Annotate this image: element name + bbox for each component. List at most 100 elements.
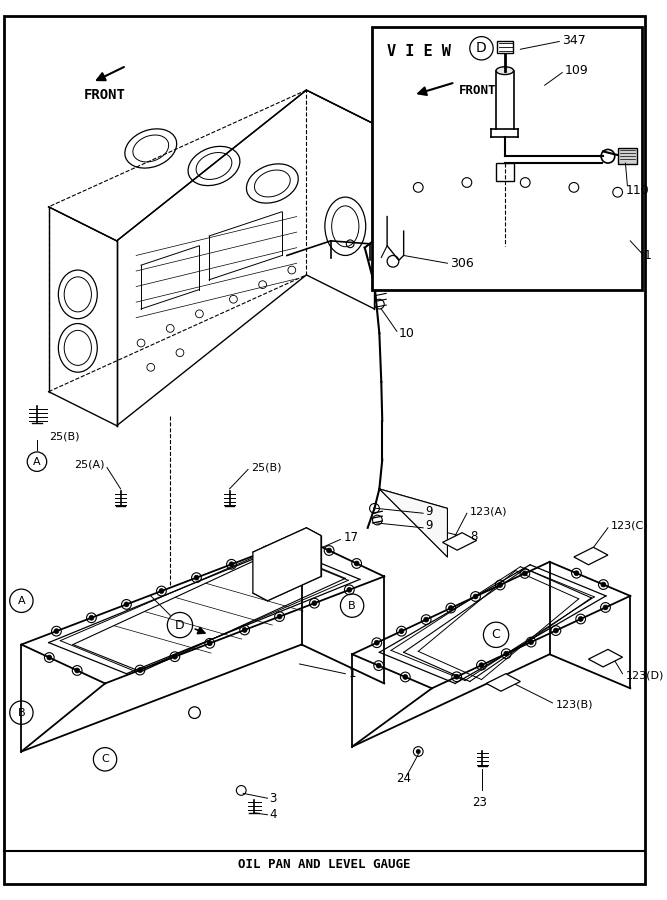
- Circle shape: [135, 665, 145, 675]
- Text: 109: 109: [565, 64, 589, 77]
- Circle shape: [576, 614, 586, 624]
- Text: 25(B): 25(B): [49, 431, 79, 441]
- Circle shape: [578, 616, 583, 621]
- Circle shape: [261, 546, 271, 556]
- Text: 17: 17: [344, 531, 358, 544]
- Text: A: A: [17, 596, 25, 606]
- Text: 123(A): 123(A): [470, 507, 508, 517]
- Circle shape: [424, 617, 429, 622]
- Circle shape: [205, 638, 215, 648]
- Bar: [496, 163, 514, 181]
- Text: B: B: [17, 707, 25, 717]
- Text: C: C: [492, 628, 500, 642]
- Circle shape: [572, 568, 582, 578]
- Circle shape: [277, 614, 282, 619]
- Circle shape: [529, 640, 534, 644]
- Circle shape: [191, 572, 201, 582]
- Circle shape: [121, 599, 131, 609]
- Circle shape: [601, 582, 606, 587]
- Circle shape: [454, 674, 459, 680]
- Circle shape: [264, 548, 269, 554]
- Text: D: D: [175, 618, 185, 632]
- Text: B: B: [348, 600, 356, 610]
- Circle shape: [242, 627, 247, 633]
- Circle shape: [54, 629, 59, 634]
- Polygon shape: [486, 674, 520, 691]
- Bar: [618, 148, 637, 164]
- Circle shape: [347, 588, 352, 592]
- Circle shape: [194, 575, 199, 580]
- Text: FRONT: FRONT: [84, 88, 126, 102]
- Text: 1: 1: [348, 667, 356, 680]
- Text: 25(B): 25(B): [251, 463, 281, 473]
- Circle shape: [157, 586, 166, 596]
- Polygon shape: [380, 489, 448, 557]
- Circle shape: [446, 603, 456, 613]
- Circle shape: [51, 626, 61, 636]
- Circle shape: [526, 637, 536, 647]
- Circle shape: [352, 559, 362, 568]
- Polygon shape: [588, 650, 622, 667]
- Circle shape: [471, 591, 480, 601]
- Circle shape: [172, 654, 177, 659]
- Text: 24: 24: [396, 772, 411, 786]
- Text: 123(B): 123(B): [556, 700, 593, 710]
- Circle shape: [452, 672, 462, 681]
- Circle shape: [354, 561, 359, 566]
- Circle shape: [422, 615, 431, 625]
- Text: C: C: [101, 754, 109, 764]
- Circle shape: [275, 612, 284, 621]
- Circle shape: [87, 613, 96, 623]
- Text: 347: 347: [562, 34, 586, 47]
- Text: 9: 9: [425, 519, 433, 533]
- Circle shape: [229, 562, 234, 567]
- Circle shape: [344, 585, 354, 595]
- Circle shape: [397, 626, 406, 636]
- Text: 2: 2: [441, 38, 448, 51]
- Circle shape: [374, 661, 384, 670]
- Text: 8: 8: [470, 530, 477, 543]
- Circle shape: [416, 749, 421, 754]
- Circle shape: [72, 666, 82, 675]
- Circle shape: [207, 641, 212, 646]
- Circle shape: [551, 626, 561, 635]
- Text: 10: 10: [399, 327, 415, 340]
- Circle shape: [227, 560, 236, 569]
- Circle shape: [124, 602, 129, 607]
- Circle shape: [45, 652, 54, 662]
- Polygon shape: [443, 533, 477, 550]
- Text: 306: 306: [450, 256, 474, 270]
- Circle shape: [574, 571, 579, 576]
- Circle shape: [477, 661, 486, 670]
- Circle shape: [327, 548, 331, 553]
- Polygon shape: [574, 547, 608, 565]
- Circle shape: [89, 616, 94, 620]
- Circle shape: [600, 603, 610, 612]
- Circle shape: [239, 626, 249, 634]
- Ellipse shape: [496, 67, 514, 75]
- Text: 110: 110: [626, 184, 649, 197]
- Circle shape: [75, 668, 79, 673]
- Text: 123(D): 123(D): [626, 670, 664, 680]
- Text: OIL PAN AND LEVEL GAUGE: OIL PAN AND LEVEL GAUGE: [237, 858, 410, 871]
- Text: 4: 4: [269, 808, 277, 822]
- Circle shape: [504, 652, 509, 656]
- Circle shape: [376, 663, 381, 668]
- Circle shape: [554, 628, 558, 633]
- Circle shape: [400, 672, 410, 682]
- Circle shape: [522, 571, 528, 576]
- Circle shape: [403, 674, 408, 680]
- Circle shape: [399, 629, 404, 634]
- Text: FRONT: FRONT: [459, 84, 497, 96]
- Circle shape: [312, 601, 317, 606]
- Circle shape: [473, 594, 478, 598]
- Polygon shape: [382, 168, 637, 246]
- Circle shape: [309, 598, 319, 608]
- Bar: [497, 41, 513, 53]
- Circle shape: [448, 606, 454, 610]
- Text: 123(C): 123(C): [611, 521, 648, 531]
- Circle shape: [159, 589, 164, 593]
- Circle shape: [603, 605, 608, 610]
- Circle shape: [374, 640, 380, 645]
- Text: 9: 9: [425, 505, 433, 518]
